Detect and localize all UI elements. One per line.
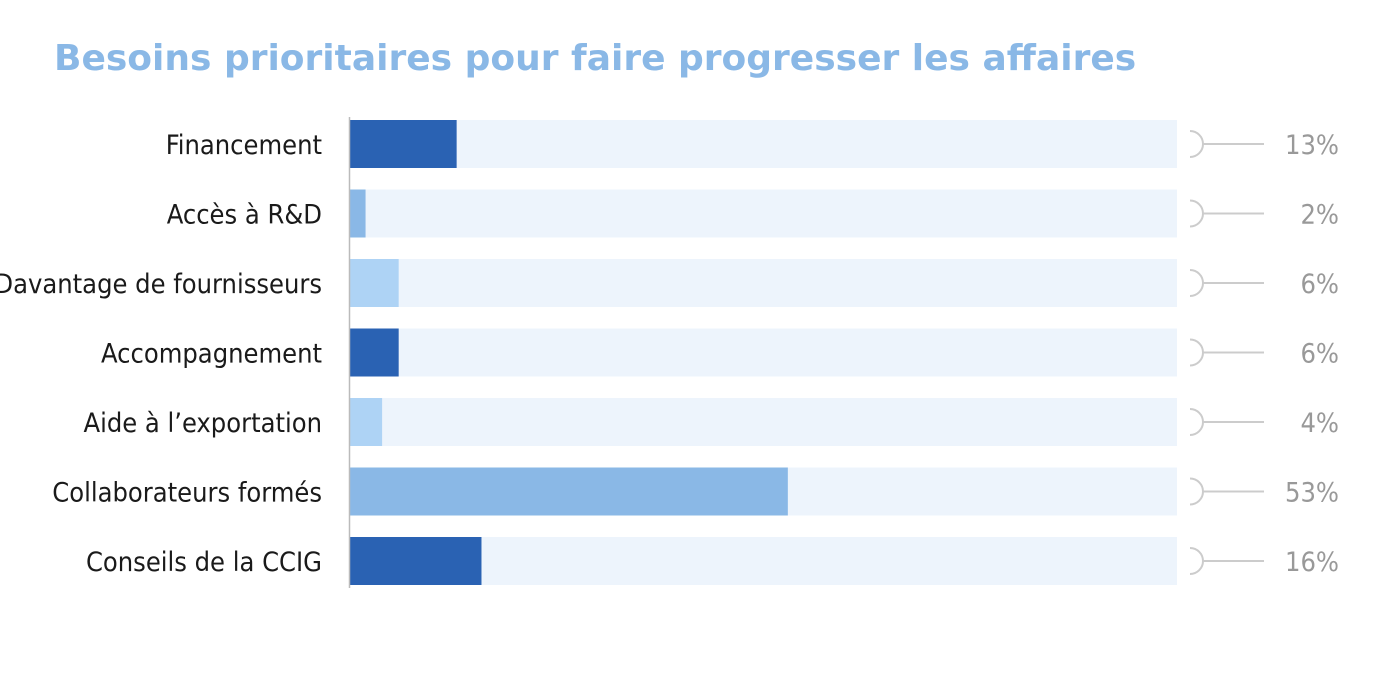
connector-arc xyxy=(1189,338,1204,367)
bar xyxy=(349,467,788,516)
bar-row: Aide à l’exportation 4% xyxy=(83,398,1339,446)
bar-track xyxy=(349,189,1177,238)
chart-title: Besoins prioritaires pour faire progress… xyxy=(54,38,1137,79)
category-label: Aide à l’exportation xyxy=(83,408,322,439)
connector-arc xyxy=(1189,408,1204,436)
value-label: 6% xyxy=(1300,269,1339,300)
value-label: 2% xyxy=(1300,200,1339,231)
value-label: 53% xyxy=(1285,478,1339,509)
bar xyxy=(349,328,399,377)
connector-arc xyxy=(1189,477,1204,506)
bar-track xyxy=(349,120,1177,168)
bar-row: Accès à R&D 2% xyxy=(167,189,1339,238)
category-label: Collaborateurs formés xyxy=(52,478,322,509)
bar-row: Davantage de fournisseurs 6% xyxy=(0,259,1339,307)
value-label: 16% xyxy=(1285,547,1339,578)
bar-row: Conseils de la CCIG 16% xyxy=(86,537,1339,585)
category-label: Accès à R&D xyxy=(167,200,322,231)
bar-row: Collaborateurs formés 53% xyxy=(52,467,1339,516)
category-label: Davantage de fournisseurs xyxy=(0,269,322,300)
bar-row: Accompagnement 6% xyxy=(101,328,1339,377)
bar-rows: Financement 13% Accès à R&D 2% Davantage de … xyxy=(0,120,1339,585)
bar-track xyxy=(349,398,1177,446)
bar xyxy=(349,398,383,446)
value-label: 6% xyxy=(1300,339,1339,370)
connector-arc xyxy=(1189,547,1204,575)
bar xyxy=(349,259,399,307)
bar-track xyxy=(349,328,1177,377)
bar xyxy=(349,189,366,238)
category-label: Accompagnement xyxy=(101,339,322,370)
category-label: Financement xyxy=(166,130,322,161)
bar-row: Financement 13% xyxy=(166,120,1339,168)
bar xyxy=(349,537,482,585)
value-label: 13% xyxy=(1285,130,1339,161)
connector-arc xyxy=(1189,199,1204,228)
bar xyxy=(349,120,457,168)
bar-track xyxy=(349,259,1177,307)
connector-arc xyxy=(1189,269,1204,297)
category-label: Conseils de la CCIG xyxy=(86,547,322,578)
value-label: 4% xyxy=(1300,408,1339,439)
connector-arc xyxy=(1189,130,1204,158)
bar-track xyxy=(349,537,1177,585)
